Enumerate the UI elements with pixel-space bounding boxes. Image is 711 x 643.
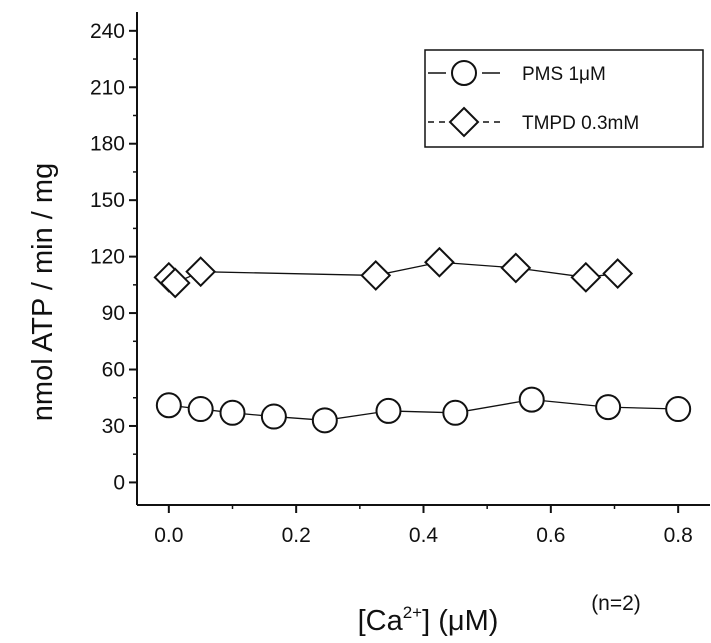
data-point-circle <box>375 397 402 424</box>
data-point-circle <box>311 407 338 434</box>
x-axis-title-base: [Ca <box>358 605 404 637</box>
y-tick-label: 90 <box>102 302 125 325</box>
data-point-circle <box>260 403 287 430</box>
y-tick-label: 210 <box>90 76 125 99</box>
data-point-circle <box>595 394 622 421</box>
data-point-circle <box>187 396 214 423</box>
legend-marker-diamond <box>448 106 480 138</box>
data-point-circle <box>665 396 692 423</box>
x-tick-label: 0.0 <box>154 524 183 547</box>
axes: 0 30 60 90 120 150 180 210 240 0.0 0.2 0.4 0.6 0.8 <box>90 12 710 547</box>
data-point-circle <box>155 392 182 419</box>
x-tick-label: 0.8 <box>664 524 693 547</box>
series-markers <box>153 246 692 434</box>
legend-label: TMPD 0.3mM <box>522 113 639 134</box>
data-point-circle <box>518 386 545 413</box>
data-point-diamond <box>424 246 455 278</box>
y-tick-label: 120 <box>90 246 125 269</box>
x-axis-title: [Ca2+] (μM) <box>358 603 499 637</box>
data-point-diamond <box>602 258 634 289</box>
data-point-diamond <box>500 252 532 284</box>
y-tick-label: 30 <box>102 415 125 438</box>
x-tick-label: 0.6 <box>536 524 565 547</box>
y-tick-label: 150 <box>90 189 125 212</box>
y-tick-label: 0 <box>113 471 125 494</box>
data-point-diamond <box>360 260 392 291</box>
y-tick-label: 240 <box>90 20 125 43</box>
y-tick-label: 180 <box>90 133 125 156</box>
x-tick-label: 0.4 <box>409 524 439 547</box>
series-line-circle <box>168 398 679 421</box>
y-tick-label: 60 <box>102 359 125 382</box>
data-point-circle <box>219 399 246 426</box>
sample-size-annotation: (n=2) <box>591 592 641 615</box>
legend-label: PMS 1μM <box>522 64 606 85</box>
x-axis-title-rest: ] (μM) <box>422 605 498 637</box>
data-point-diamond <box>570 261 602 293</box>
data-point-diamond <box>185 256 217 288</box>
y-axis-title: nmol ATP / min / mg <box>27 163 59 421</box>
series-line-diamond <box>168 261 618 284</box>
x-axis-title-superscript: 2+ <box>403 603 422 622</box>
data-point-diamond <box>159 267 191 299</box>
legend-marker-circle <box>451 60 477 86</box>
x-tick-label: 0.2 <box>282 524 311 547</box>
legend: PMS 1μM TMPD 0.3mM <box>424 49 704 148</box>
data-point-circle <box>442 399 469 426</box>
